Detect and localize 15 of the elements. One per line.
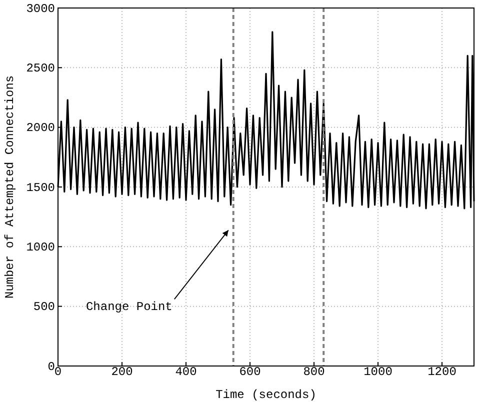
x-tick-label: 800 [303,365,325,379]
y-tick-label: 500 [33,300,55,314]
x-tick-label: 1000 [364,365,392,379]
x-tick-label: 200 [111,365,133,379]
x-axis-title: Time (seconds) [216,388,316,402]
y-tick-label: 1500 [26,180,55,195]
y-tick-label: 2000 [26,121,55,136]
y-tick-label: 1000 [26,240,55,255]
y-tick-label: 2500 [26,62,55,76]
y-tick-label: 3000 [26,2,55,16]
x-tick-label: 400 [175,365,197,379]
annotation: Change Point [86,300,172,314]
y-axis-title: Number of Attempted Connections [3,75,17,299]
x-tick-label: 1200 [428,365,456,379]
x-tick-label: 600 [239,365,261,379]
